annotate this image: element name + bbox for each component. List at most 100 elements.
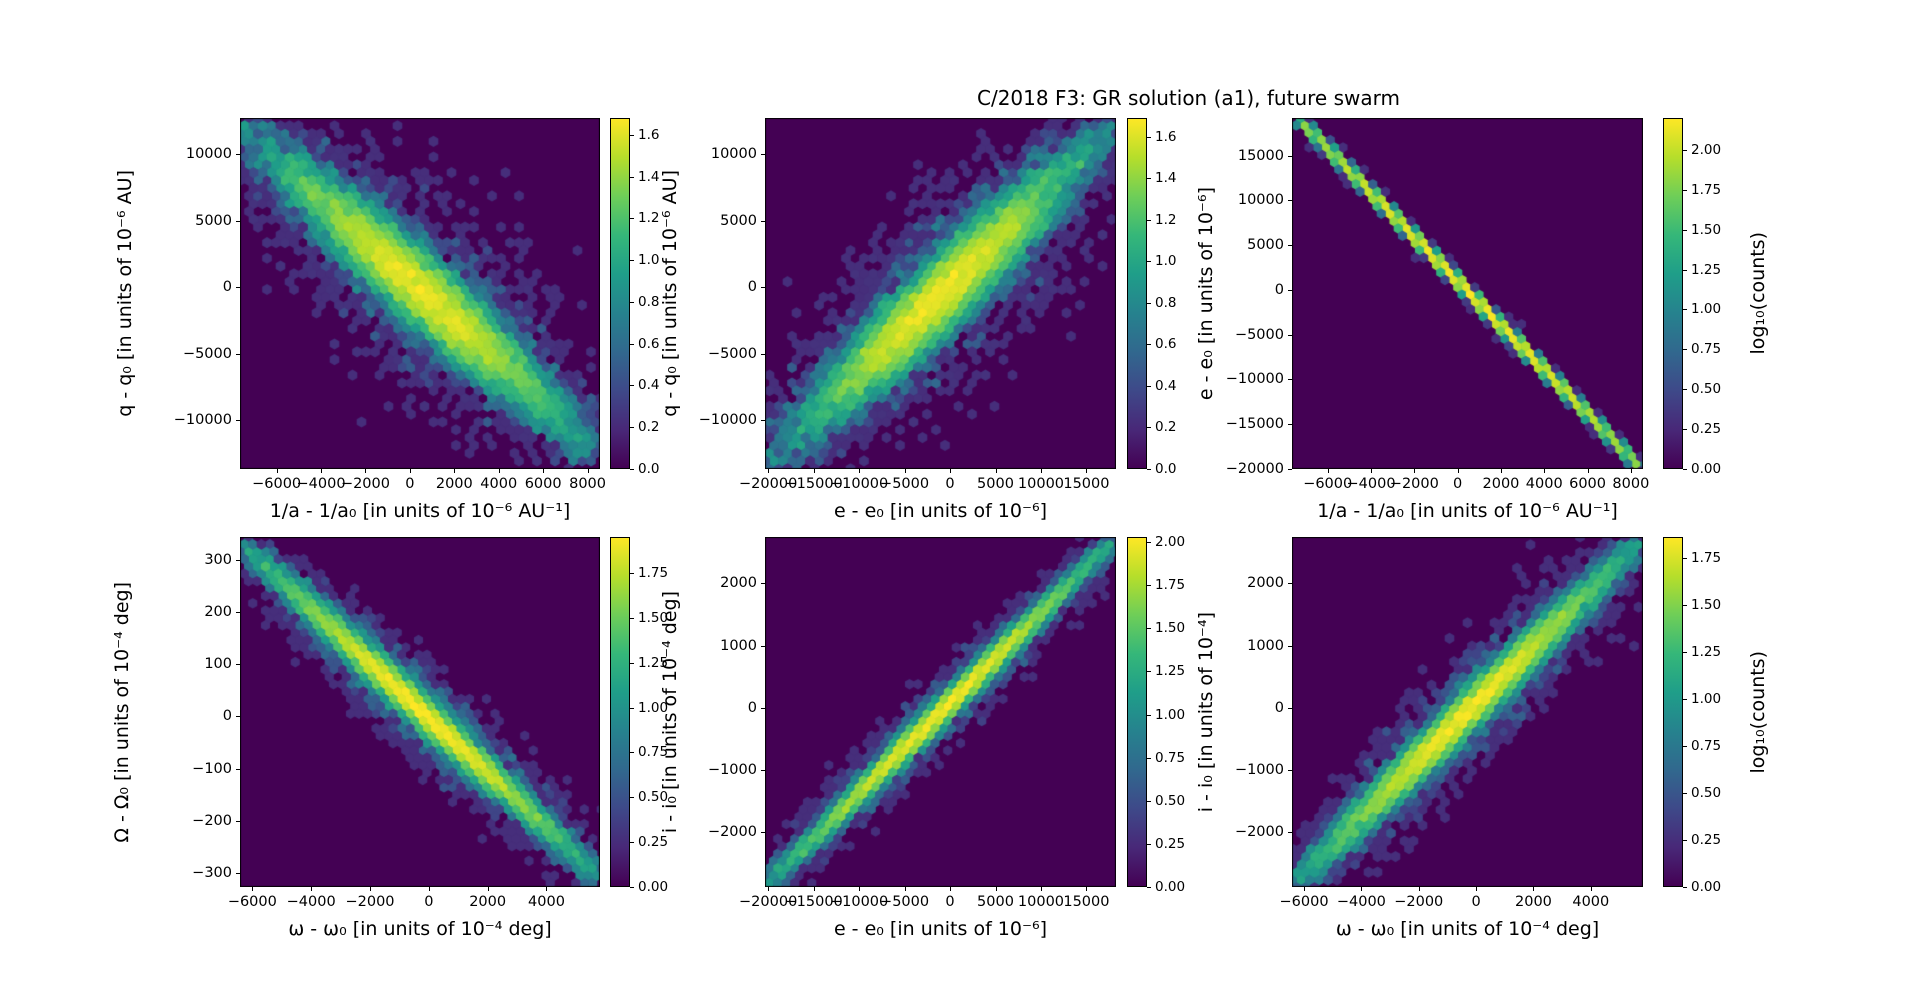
y-tick-mark xyxy=(761,583,765,585)
figure-title: C/2018 F3: GR solution (a1), future swar… xyxy=(977,86,1400,110)
colorbar-tick-label: 1.25 xyxy=(1691,261,1722,278)
hexbin-plot-canvas xyxy=(1292,537,1643,887)
colorbar-tick-label: 0.75 xyxy=(1155,749,1186,766)
x-tick-mark xyxy=(1476,887,1478,891)
colorbar-tick-mark xyxy=(1683,792,1687,794)
y-tick-mark xyxy=(1288,583,1292,585)
x-tick-mark xyxy=(813,887,815,891)
colorbar-tick-label: 0.75 xyxy=(638,744,669,761)
colorbar-tick-label: 1.50 xyxy=(638,609,669,626)
x-tick-label: 5000 xyxy=(977,894,1014,910)
colorbar-tick-mark xyxy=(630,343,634,345)
hexbin-panel-Omega-vs-omega: Ω - Ω₀ [in units of 10⁻⁴ deg] ω - ω₀ [in… xyxy=(111,537,668,940)
x-tick-label: −4000 xyxy=(286,894,336,910)
colorbar-tick-mark xyxy=(1147,427,1151,429)
colorbar-tick-mark xyxy=(1147,178,1151,180)
x-tick-label: 6000 xyxy=(1569,476,1607,492)
colorbar-label: log₁₀(counts) xyxy=(1747,232,1769,355)
colorbar-tick-mark xyxy=(1683,745,1687,747)
x-axis-label: 1/a - 1/a₀ [in units of 10⁻⁶ AU⁻¹] xyxy=(269,500,571,522)
y-tick-mark xyxy=(1288,334,1292,336)
y-tick-label: 300 xyxy=(204,551,232,568)
y-tick-label: 10000 xyxy=(185,146,232,163)
x-tick-label: 10000 xyxy=(1017,894,1065,910)
colorbar-tick-mark xyxy=(1147,385,1151,387)
x-tick-label: −4000 xyxy=(1336,894,1386,910)
x-tick-mark xyxy=(1040,469,1042,473)
y-tick-label: −1000 xyxy=(1234,762,1284,779)
y-tick-mark xyxy=(1288,707,1292,709)
x-tick-label: −2000 xyxy=(1389,476,1439,492)
y-tick-mark xyxy=(1288,289,1292,291)
y-tick-label: −15000 xyxy=(1225,416,1284,433)
y-tick-label: −10000 xyxy=(698,412,757,429)
colorbar-tick-mark xyxy=(1683,604,1687,606)
colorbar-tick-label: 1.4 xyxy=(1155,170,1177,187)
y-tick-mark xyxy=(1288,832,1292,834)
x-tick-mark xyxy=(409,469,411,473)
y-tick-label: 5000 xyxy=(195,212,232,229)
y-tick-label: 1000 xyxy=(1247,637,1284,654)
colorbar-tick-mark xyxy=(1147,344,1151,346)
colorbar-tick-label: 0.50 xyxy=(638,789,669,806)
y-tick-label: −2000 xyxy=(707,824,757,841)
colorbar-tick-mark xyxy=(1683,269,1687,271)
x-tick-mark xyxy=(311,887,313,891)
y-tick-mark xyxy=(236,220,240,222)
x-tick-label: −6000 xyxy=(227,894,277,910)
x-tick-mark xyxy=(1500,469,1502,473)
x-tick-label: 10000 xyxy=(1017,476,1065,492)
hexbin-plot-canvas xyxy=(240,118,600,469)
colorbar: 0.00 0.25 0.50 0.75 1.00 1.25 1.50 1.75 2.00 xyxy=(1127,535,1237,895)
colorbar-tick-label: 1.50 xyxy=(1691,221,1722,238)
y-tick-label: 1000 xyxy=(720,637,757,654)
hexbin-plot-canvas xyxy=(1292,118,1643,469)
colorbar-tick-label: 1.25 xyxy=(1155,663,1186,680)
x-axis-label: ω - ω₀ [in units of 10⁻⁴ deg] xyxy=(288,918,552,940)
x-tick-label: −20000 xyxy=(739,476,798,492)
colorbar-tick-mark xyxy=(1683,189,1687,191)
x-tick-label: −4000 xyxy=(1346,476,1396,492)
y-tick-mark xyxy=(1288,469,1292,470)
x-tick-mark xyxy=(859,469,861,473)
hexbin-panel-e-vs-inv-a: e - e₀ [in units of 10⁻⁶] 1/a - 1/a₀ [in… xyxy=(1195,118,1769,522)
x-tick-mark xyxy=(365,469,367,473)
y-tick-mark xyxy=(236,768,240,770)
colorbar-tick-mark xyxy=(630,176,634,178)
y-tick-mark xyxy=(761,832,765,834)
x-tick-label: 5000 xyxy=(977,476,1014,492)
x-tick-label: 6000 xyxy=(524,476,562,492)
x-tick-label: 0 xyxy=(424,894,434,910)
colorbar-tick-mark xyxy=(1147,800,1151,802)
x-tick-label: 4000 xyxy=(1525,476,1563,492)
colorbar-tick-label: 2.00 xyxy=(1691,141,1722,158)
x-tick-mark xyxy=(1086,469,1088,473)
colorbar-tick-label: 0.8 xyxy=(1155,294,1177,311)
x-tick-mark xyxy=(859,887,861,891)
y-tick-label: −5000 xyxy=(707,345,757,362)
colorbar-tick-mark xyxy=(1147,628,1151,630)
x-tick-mark xyxy=(587,469,589,473)
y-axis-label: q - q₀ [in units of 10⁻⁶ AU] xyxy=(659,170,681,417)
x-tick-label: 2000 xyxy=(469,894,507,910)
y-tick-label: 200 xyxy=(204,604,232,621)
y-tick-mark xyxy=(236,612,240,614)
colorbar-tick-label: 1.0 xyxy=(638,252,660,269)
x-tick-mark xyxy=(950,887,952,891)
y-tick-label: 0 xyxy=(222,279,232,296)
colorbar-tick-mark xyxy=(630,260,634,262)
x-tick-label: −6000 xyxy=(1303,476,1353,492)
y-tick-label: 2000 xyxy=(720,575,757,592)
colorbar-tick-label: 1.00 xyxy=(1691,690,1722,707)
x-tick-mark xyxy=(1086,887,1088,891)
colorbar-tick-label: 1.0 xyxy=(1155,253,1177,270)
x-tick-mark xyxy=(543,469,545,473)
x-tick-label: −15000 xyxy=(784,476,843,492)
colorbar-tick-label: 1.00 xyxy=(1155,706,1186,723)
y-tick-mark xyxy=(761,220,765,222)
hexbin-plot-canvas xyxy=(240,537,600,887)
x-tick-label: 0 xyxy=(405,476,415,492)
colorbar-tick-mark xyxy=(1683,887,1687,888)
colorbar-label: log₁₀(counts) xyxy=(1747,650,1769,774)
